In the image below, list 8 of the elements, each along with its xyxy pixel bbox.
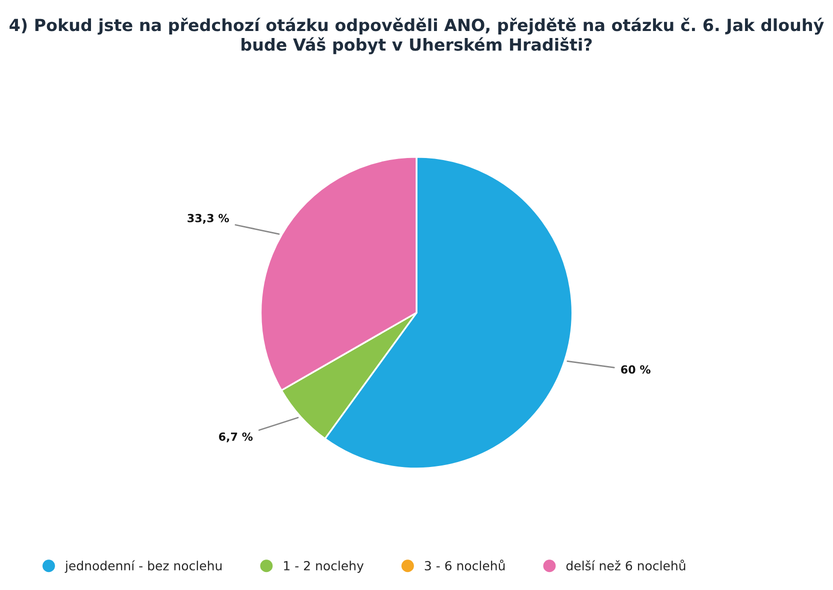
legend-label: 1 - 2 noclehy xyxy=(284,560,364,573)
legend-label: 3 - 6 noclehů xyxy=(424,560,505,570)
data-label: 60 % xyxy=(621,365,650,374)
legend-label: jednodenní - bez noclehu xyxy=(64,560,222,573)
chart-title: 4) Pokud jste na předchozí otázku odpověděli ANO, přejdětě na otázku č. 6. Jak dlouhý bude Váš pobyt v Uherském Hradišti? xyxy=(10,18,824,54)
legend-label: delší než 6 noclehů xyxy=(566,560,686,570)
data-label: 33,3 % xyxy=(188,214,229,224)
data-label: 6,7 % xyxy=(218,432,253,442)
